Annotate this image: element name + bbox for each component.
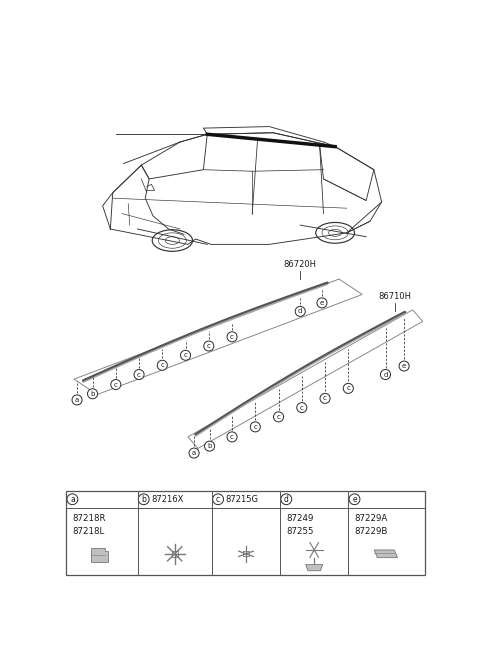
Text: a: a [70,495,75,504]
Circle shape [295,306,305,317]
Text: c: c [207,343,211,349]
Polygon shape [306,564,323,571]
Circle shape [138,494,149,505]
Circle shape [297,403,307,413]
Circle shape [134,369,144,380]
Circle shape [67,494,78,505]
Text: 87218R
87218L: 87218R 87218L [72,514,106,536]
Text: e: e [402,363,406,369]
Circle shape [349,494,360,505]
Circle shape [381,369,391,380]
Circle shape [317,298,327,308]
Circle shape [204,341,214,351]
Text: 87215G: 87215G [226,495,259,504]
Polygon shape [91,548,108,562]
Text: 87249
87255: 87249 87255 [286,514,314,536]
Text: c: c [216,495,220,504]
Circle shape [250,422,260,432]
Text: e: e [320,300,324,306]
Text: c: c [137,371,141,378]
Text: c: c [230,434,234,440]
Text: c: c [276,414,280,420]
Text: 87229A
87229B: 87229A 87229B [355,514,388,536]
Circle shape [227,332,237,342]
Circle shape [189,448,199,458]
Text: c: c [253,424,257,430]
Circle shape [274,412,284,422]
Circle shape [399,361,409,371]
Circle shape [343,384,353,394]
Text: 86710H: 86710H [378,292,411,301]
Text: b: b [90,391,95,397]
Text: b: b [207,443,212,449]
Text: c: c [160,362,164,369]
Circle shape [281,494,292,505]
Text: 87216X: 87216X [152,495,184,504]
Text: c: c [184,352,188,358]
Circle shape [227,432,237,442]
Text: a: a [192,450,196,456]
Text: b: b [141,495,146,504]
Text: c: c [114,382,118,388]
Circle shape [204,441,215,451]
Circle shape [72,395,82,405]
Text: c: c [230,334,234,340]
Circle shape [87,389,97,399]
Circle shape [213,494,224,505]
Text: 86720H: 86720H [284,260,317,269]
Circle shape [157,360,168,371]
Text: d: d [298,308,302,315]
Polygon shape [374,550,397,558]
Text: a: a [75,397,79,403]
Bar [66,491,425,576]
Circle shape [320,394,330,403]
Circle shape [111,380,121,390]
Text: d: d [284,495,289,504]
Text: c: c [347,386,350,392]
Text: d: d [384,371,388,378]
Text: c: c [323,396,327,401]
Circle shape [180,350,191,360]
Text: c: c [300,405,304,411]
Text: e: e [352,495,357,504]
